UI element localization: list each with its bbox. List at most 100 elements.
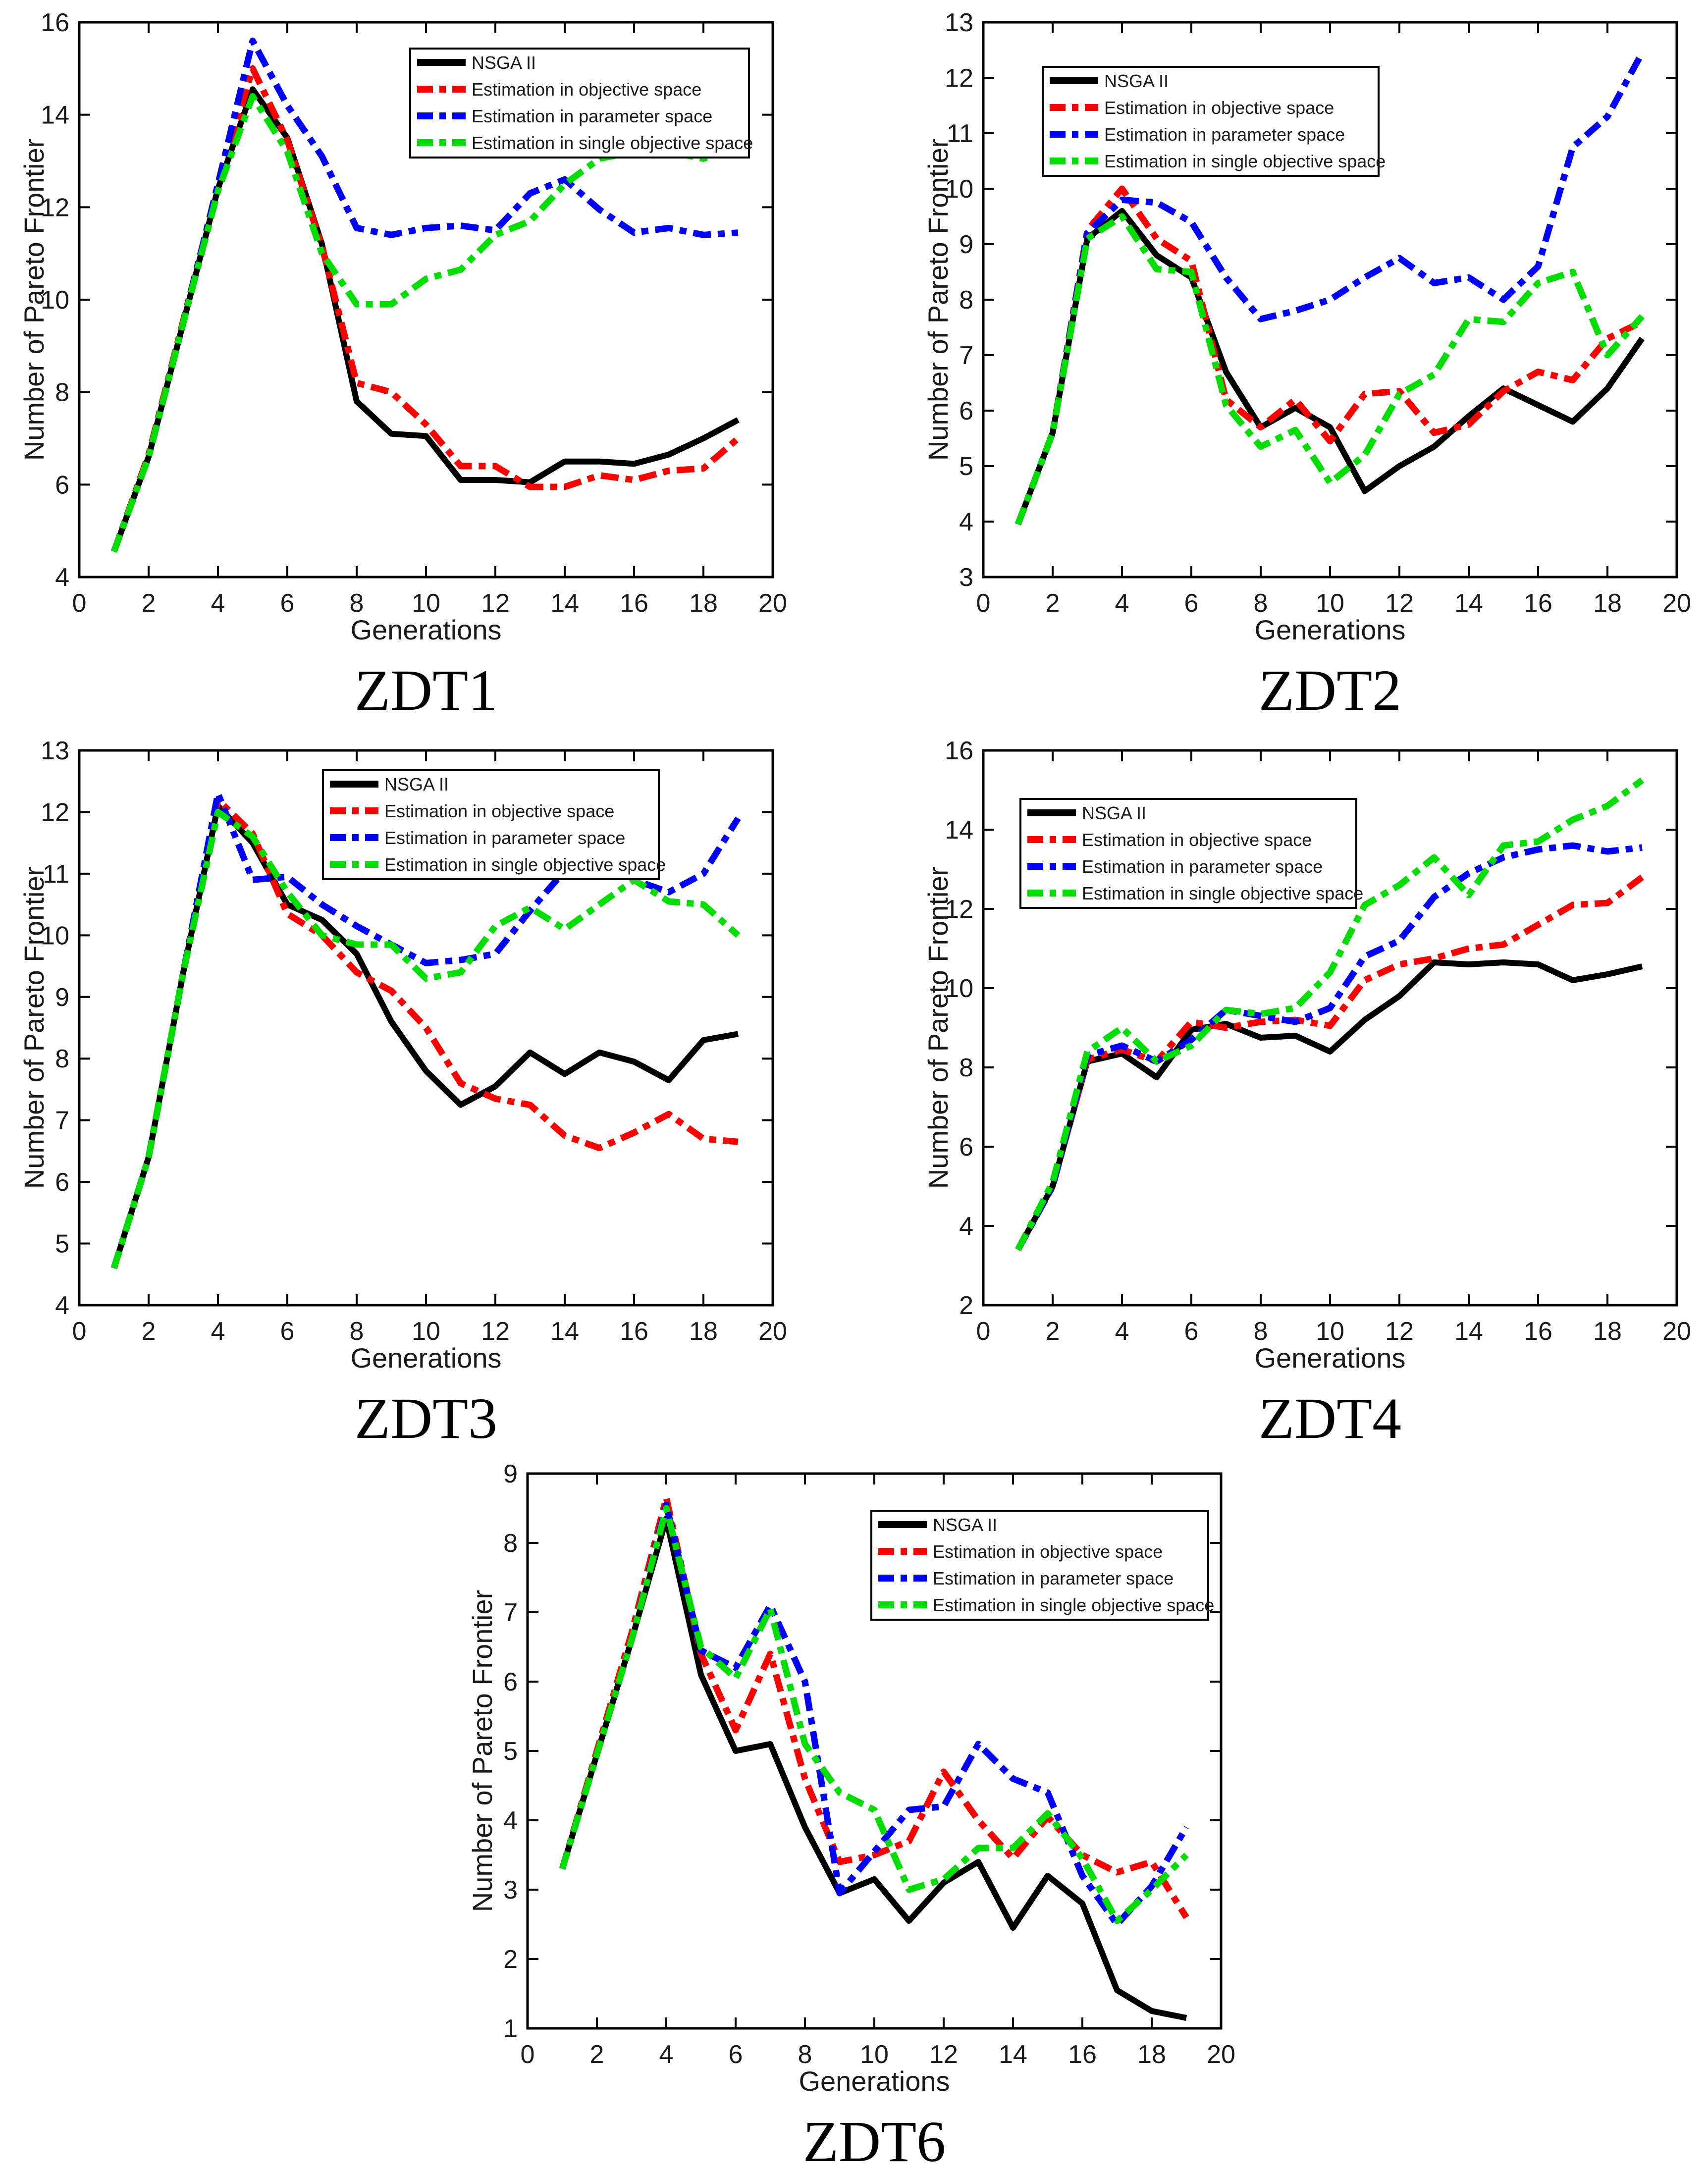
y-tick-label: 6 <box>55 1168 69 1197</box>
series-line-estimation-in-objective-space <box>1015 874 1644 1252</box>
series-line-estimation-in-objective-space <box>110 65 741 553</box>
x-tick-label: 2 <box>590 2040 604 2069</box>
series-line-estimation-in-parameter-space <box>559 1501 1189 1928</box>
y-tick-label: 13 <box>41 737 69 765</box>
x-tick-label: 14 <box>550 1317 579 1346</box>
x-tick-label: 18 <box>1137 2040 1166 2069</box>
legend-label-estimation-in-objective-space: Estimation in objective space <box>472 79 701 100</box>
x-tick-label: 10 <box>412 589 440 618</box>
y-tick-label: 4 <box>959 508 973 536</box>
x-tick-label: 2 <box>1046 1317 1060 1346</box>
legend-label-estimation-in-parameter-space: Estimation in parameter space <box>1082 856 1323 877</box>
x-tick-label: 12 <box>481 589 510 618</box>
y-tick-label: 12 <box>41 193 69 222</box>
x-tick-label: 16 <box>1524 1317 1552 1346</box>
legend-label-estimation-in-objective-space: Estimation in objective space <box>1082 830 1312 850</box>
legend-label-estimation-in-parameter-space: Estimation in parameter space <box>472 106 712 126</box>
y-tick-label: 14 <box>945 816 973 845</box>
legend-label-estimation-in-single-objective-space: Estimation in single objective space <box>933 1595 1214 1615</box>
series-line-nsga-ii <box>111 86 740 553</box>
y-axis-label: Number of Pareto Frontier <box>18 139 50 461</box>
y-tick-label: 12 <box>945 64 973 93</box>
legend-label-nsga-ii: NSGA II <box>472 53 536 73</box>
y-tick-label: 6 <box>503 1668 518 1696</box>
y-tick-label: 16 <box>945 737 973 765</box>
figure-zdt4: 0 2 4 6 8 10 12 14 16 18 20 2 4 6 8 10 12 14 16 Generations… <box>919 731 1692 1448</box>
y-axis-label: Number of Pareto Frontier <box>922 867 954 1189</box>
x-tick-label: 4 <box>211 1317 225 1346</box>
y-tick-label: 8 <box>959 1054 973 1082</box>
figure-caption-zdt6: ZDT6 <box>802 2109 946 2170</box>
x-tick-label: 10 <box>860 2040 889 2069</box>
legend-label-nsga-ii: NSGA II <box>1082 803 1146 823</box>
y-axis-label: Number of Pareto Frontier <box>467 1590 498 1912</box>
x-tick-label: 0 <box>521 2040 535 2069</box>
x-tick-label: 4 <box>659 2040 674 2069</box>
x-tick-label: 2 <box>142 589 156 618</box>
y-tick-label: 14 <box>41 101 69 130</box>
legend-label-estimation-in-single-objective-space: Estimation in single objective space <box>1104 151 1386 171</box>
x-tick-label: 18 <box>1593 589 1622 618</box>
y-tick-label: 6 <box>959 1133 973 1162</box>
y-tick-label: 16 <box>41 8 69 37</box>
x-tick-label: 0 <box>72 1317 87 1346</box>
legend-box <box>1042 66 1380 177</box>
x-axis: 0 2 4 6 8 10 12 14 16 18 20 <box>976 22 1691 618</box>
zdt1-line-chart: 0 2 4 6 8 10 12 14 16 18 20 4 6 8 10 12 14 16 Generations N… <box>18 8 787 641</box>
x-tick-label: 4 <box>1115 1317 1129 1346</box>
y-tick-label: 4 <box>959 1212 973 1241</box>
y-tick-label: 10 <box>945 175 973 204</box>
y-tick-label: 3 <box>503 1876 518 1905</box>
x-axis-label: Generations <box>350 1342 501 1370</box>
x-tick-label: 12 <box>929 2040 958 2069</box>
figure-zdt2: 0 2 4 6 8 10 12 14 16 18 20 3 4 5 6 7 8 9 10 11 12 13 Generati… <box>919 2 1692 720</box>
series-line-estimation-in-single-objective-space <box>559 1505 1189 1924</box>
x-tick-label: 14 <box>999 2040 1027 2069</box>
legend-box <box>870 1510 1209 1621</box>
figure-zdt6: 0 2 4 6 8 10 12 14 16 18 20 1 2 3 4 5 6 7 8 9 Generations Num… <box>463 1454 1236 2170</box>
legend-label-estimation-in-objective-space: Estimation in objective space <box>1104 98 1334 118</box>
zdt3-line-chart: 0 2 4 6 8 10 12 14 16 18 20 4 5 6 7 8 9 10 11 12 13 Generatio… <box>18 737 787 1370</box>
figure-zdt1: 0 2 4 6 8 10 12 14 16 18 20 4 6 8 10 12 14 16 Generations N… <box>15 2 788 720</box>
zdt2-line-chart: 0 2 4 6 8 10 12 14 16 18 20 3 4 5 6 7 8 9 10 11 12 13 Generati… <box>922 8 1691 641</box>
legend: NSGA II Estimation in objective space Esti… <box>1019 798 1363 909</box>
x-tick-label: 12 <box>481 1317 510 1346</box>
y-axis-label: Number of Pareto Frontier <box>922 139 954 461</box>
x-tick-label: 2 <box>142 1317 156 1346</box>
legend-box <box>1019 798 1357 909</box>
y-tick-label: 8 <box>503 1529 518 1558</box>
legend-label-estimation-in-single-objective-space: Estimation in single objective space <box>1082 883 1363 903</box>
y-axis: 1 2 3 4 5 6 7 8 9 <box>503 1460 1221 2043</box>
x-tick-label: 4 <box>211 589 225 618</box>
x-tick-label: 8 <box>798 2040 812 2069</box>
legend-box <box>409 48 750 159</box>
x-tick-label: 10 <box>412 1317 440 1346</box>
x-tick-label: 18 <box>1593 1317 1622 1346</box>
series-line-estimation-in-objective-space <box>1014 185 1644 526</box>
y-tick-label: 5 <box>959 452 973 481</box>
x-axis-label: Generations <box>350 614 501 641</box>
y-tick-label: 10 <box>41 921 69 950</box>
x-tick-label: 8 <box>350 589 364 618</box>
y-tick-label: 1 <box>503 2014 518 2043</box>
x-tick-label: 10 <box>1316 1317 1344 1346</box>
zdt4-line-chart: 0 2 4 6 8 10 12 14 16 18 20246810121416Generations… <box>922 737 1691 1370</box>
legend-label-estimation-in-objective-space: Estimation in objective space <box>384 801 614 821</box>
x-tick-label: 0 <box>976 1317 991 1346</box>
y-tick-label: 9 <box>959 230 973 259</box>
legend-label-estimation-in-parameter-space: Estimation in parameter space <box>1104 124 1345 145</box>
legend-box <box>322 769 660 880</box>
x-axis-label: Generations <box>1254 614 1405 641</box>
series-line-nsga-ii <box>1015 208 1645 526</box>
x-tick-label: 20 <box>1207 2040 1235 2069</box>
y-tick-label: 8 <box>55 378 69 407</box>
y-tick-label: 4 <box>55 1291 69 1320</box>
x-tick-label: 16 <box>1524 589 1552 618</box>
legend-label-estimation-in-parameter-space: Estimation in parameter space <box>384 828 625 848</box>
x-tick-label: 12 <box>1385 1317 1414 1346</box>
x-tick-label: 6 <box>729 2040 743 2069</box>
y-tick-label: 4 <box>503 1806 518 1835</box>
x-tick-label: 8 <box>350 1317 364 1346</box>
y-tick-label: 7 <box>55 1107 69 1135</box>
y-tick-label: 8 <box>959 286 973 315</box>
